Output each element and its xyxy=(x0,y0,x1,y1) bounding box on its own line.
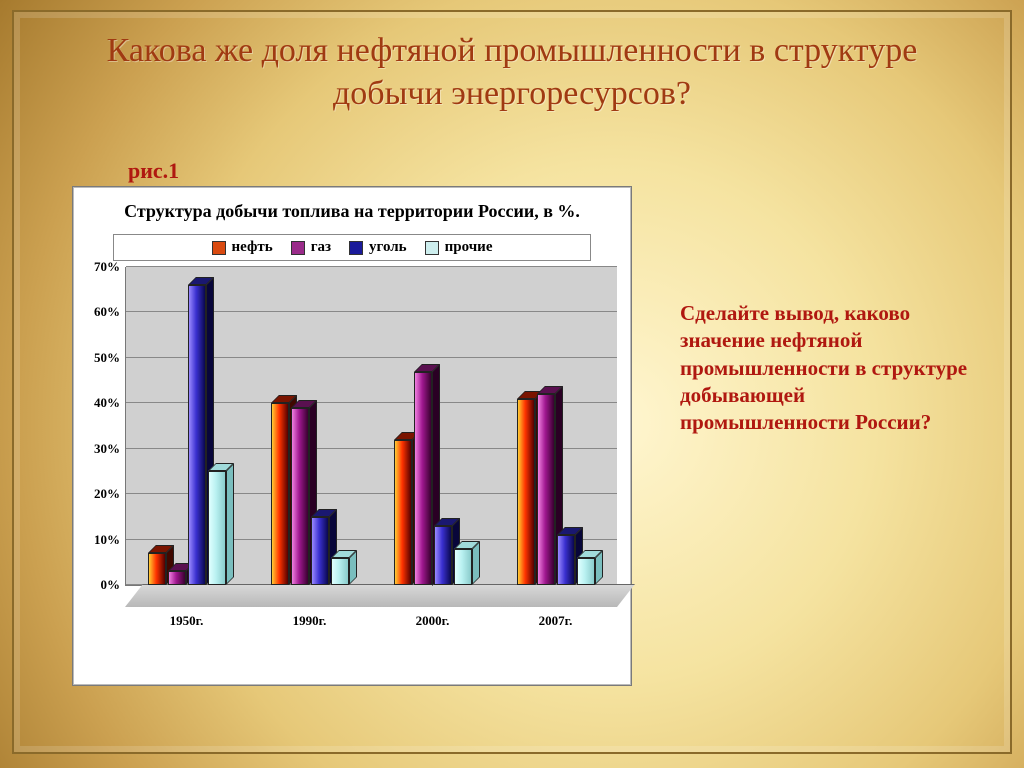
bar xyxy=(208,471,226,585)
legend-swatch xyxy=(349,241,363,255)
y-tick-label: 60% xyxy=(94,304,120,320)
bar xyxy=(394,440,412,585)
figure-label: рис.1 xyxy=(128,158,179,184)
legend-item: нефть xyxy=(212,239,273,256)
slide-title: Какова же доля нефтяной промышленности в… xyxy=(50,30,974,115)
chart-plot-area: 0%10%20%30%40%50%60%70% xyxy=(125,267,617,607)
bar xyxy=(291,408,309,585)
bar-group xyxy=(148,267,226,585)
legend-item: прочие xyxy=(425,239,493,256)
y-tick-label: 0% xyxy=(101,577,121,593)
side-question-text: Сделайте вывод, каково значение нефтяной… xyxy=(680,300,980,436)
y-tick-label: 70% xyxy=(94,259,120,275)
y-tick-label: 50% xyxy=(94,350,120,366)
legend-label: газ xyxy=(311,239,331,256)
y-tick-label: 40% xyxy=(94,395,120,411)
chart-legend: нефть газ уголь прочие xyxy=(113,234,591,261)
legend-label: нефть xyxy=(232,239,273,256)
slide: Какова же доля нефтяной промышленности в… xyxy=(0,0,1024,768)
x-tick-label: 1950г. xyxy=(170,613,204,629)
x-tick-label: 1990г. xyxy=(293,613,327,629)
x-tick-label: 2000г. xyxy=(416,613,450,629)
bar xyxy=(434,526,452,585)
legend-item: газ xyxy=(291,239,331,256)
legend-item: уголь xyxy=(349,239,407,256)
bar xyxy=(148,553,166,585)
legend-label: уголь xyxy=(369,239,407,256)
bar xyxy=(537,394,555,585)
y-tick-label: 10% xyxy=(94,532,120,548)
bar-group xyxy=(394,267,472,585)
bar-group xyxy=(271,267,349,585)
bar xyxy=(271,403,289,585)
x-tick-label: 2007г. xyxy=(539,613,573,629)
y-tick-label: 30% xyxy=(94,441,120,457)
legend-swatch xyxy=(212,241,226,255)
chart-x-axis: 1950г. 1990г. 2000г. 2007г. xyxy=(125,613,617,629)
bar xyxy=(311,517,329,585)
bar xyxy=(517,399,535,585)
bar xyxy=(577,558,595,585)
legend-swatch xyxy=(425,241,439,255)
bar xyxy=(331,558,349,585)
y-tick-label: 20% xyxy=(94,486,120,502)
plot-floor xyxy=(125,584,635,607)
chart-container: Структура добычи топлива на территории Р… xyxy=(72,186,632,686)
bar xyxy=(168,571,186,585)
bar xyxy=(454,549,472,585)
bar-groups xyxy=(125,267,617,585)
bar xyxy=(557,535,575,585)
legend-label: прочие xyxy=(445,239,493,256)
bar xyxy=(188,285,206,585)
legend-swatch xyxy=(291,241,305,255)
chart-title: Структура добычи топлива на территории Р… xyxy=(73,187,631,226)
bar xyxy=(414,372,432,586)
bar-group xyxy=(517,267,595,585)
